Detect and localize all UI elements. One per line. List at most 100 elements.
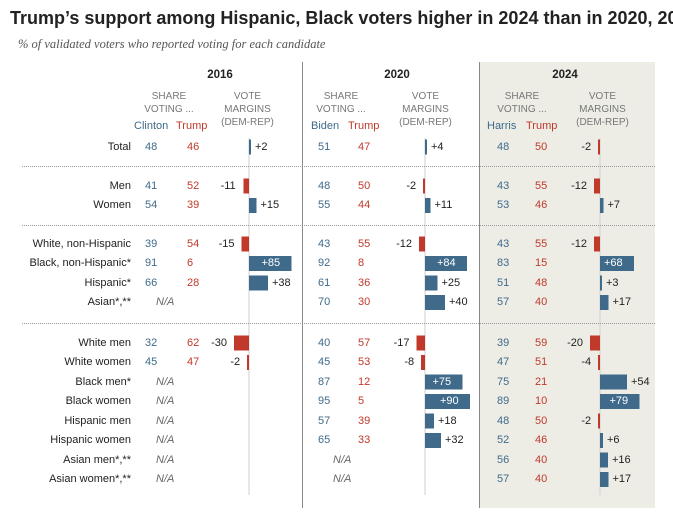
margin-header-2020: VOTE MARGINS (DEM-REP) [399,91,452,128]
rep-share-value: 46 [187,140,200,153]
na-value: N/A [156,296,175,308]
rep-share-value: 8 [358,257,365,269]
margin-value: -2 [581,414,592,427]
margin-value: +3 [606,276,619,289]
margin-bar [416,335,425,351]
row-label: White women [64,356,131,368]
year-heading-2016: 2016 [207,69,233,81]
dem-share-value: 57 [497,473,510,485]
rep-share-value: 59 [535,336,548,349]
margin-value: +40 [449,296,468,308]
margin-bar [600,394,640,409]
year-heading-2024: 2024 [552,69,578,81]
na-value: N/A [156,453,175,466]
margin-header-2024: VOTE MARGINS (DEM-REP) [576,91,629,128]
2024-highlight-panel [479,62,655,508]
rep-share-value: 40 [535,453,548,466]
rep-share-value: 55 [535,237,548,250]
row-label: Black men* [75,375,131,388]
chart-title: Trump’s support among Hispanic, Black vo… [10,8,673,28]
margin-bar [243,178,249,194]
margin-bar [241,236,249,252]
row-label: Asian*,** [87,296,131,308]
margin-bar [425,256,467,271]
dem-share-value: 52 [497,434,510,446]
na-value: N/A [333,473,352,485]
margin-value: +54 [631,375,650,388]
margin-value: +18 [438,414,457,427]
margin-value: +4 [431,140,444,153]
dem-share-value: 47 [497,356,510,368]
row-label: Hispanic men [64,414,131,427]
rep-share-value: 47 [187,356,200,368]
margin-value: +68 [604,257,623,269]
dem-share-value: 61 [318,276,331,289]
dem-share-value: 39 [497,336,510,349]
margin-bar [600,256,634,271]
year-heading-2020: 2020 [384,69,410,81]
dem-share-value: 95 [318,395,331,407]
dem-share-value: 92 [318,257,331,269]
margin-value: +17 [612,296,632,308]
dem-share-value: 43 [497,179,510,192]
row-label: Hispanic women [50,434,131,446]
dem-share-value: 75 [497,375,510,388]
margin-value: -8 [404,356,415,368]
candidate-dem-2020: Biden [311,120,340,132]
dem-share-value: 53 [497,199,510,211]
rep-share-value: 40 [535,296,548,308]
share-header-2016: SHARE VOTING ... [144,91,194,115]
dem-share-value: 51 [497,276,510,289]
rep-share-value: 55 [358,237,371,250]
rep-share-value: 54 [187,237,200,250]
group-separator [22,166,655,167]
margin-bar [600,452,608,468]
dem-share-value: 66 [145,276,158,289]
margin-value: -4 [581,356,592,368]
dem-share-value: 45 [145,356,158,368]
candidate-rep-2024: Trump [526,120,558,132]
rep-share-value: 50 [358,179,371,192]
margin-bar [598,139,600,155]
dem-share-value: 56 [497,453,510,466]
rep-share-value: 28 [187,276,200,289]
margin-bar [249,139,251,155]
dem-share-value: 54 [145,199,158,211]
margin-bar [600,433,603,448]
margin-bar [425,275,438,291]
group-separator [22,323,655,324]
rep-share-value: 50 [535,414,548,427]
margin-value: +38 [272,276,291,289]
margin-bar [598,413,600,429]
margin-value: -30 [211,336,227,349]
dem-share-value: 83 [497,257,510,269]
row-label: Men [109,179,131,192]
rep-share-value: 46 [535,199,548,211]
margin-bar [249,198,257,213]
margin-value: -17 [393,336,410,349]
rep-share-value: 52 [187,179,200,192]
na-value: N/A [156,434,175,446]
margin-value: +79 [609,395,629,407]
rep-share-value: 30 [358,296,371,308]
rep-share-value: 21 [535,375,548,388]
margin-value: +15 [260,199,280,211]
candidate-dem-2024: Harris [487,120,517,132]
margin-bar [598,355,600,370]
margin-bar [594,236,600,252]
margin-bar [425,198,431,213]
row-label: White men [78,336,131,349]
na-value: N/A [156,375,175,388]
candidate-rep-2016: Trump [176,120,208,132]
margin-header-2016: VOTE MARGINS (DEM-REP) [221,91,274,128]
row-label: Black women [65,395,131,407]
row-label: Black, non-Hispanic* [29,257,132,269]
rep-share-value: 6 [187,257,194,269]
margin-bar [421,355,425,370]
margin-bar [249,256,292,271]
margin-value: +6 [607,434,620,446]
dem-share-value: 45 [318,356,331,368]
dem-share-value: 57 [318,414,331,427]
dem-share-value: 43 [318,237,331,250]
